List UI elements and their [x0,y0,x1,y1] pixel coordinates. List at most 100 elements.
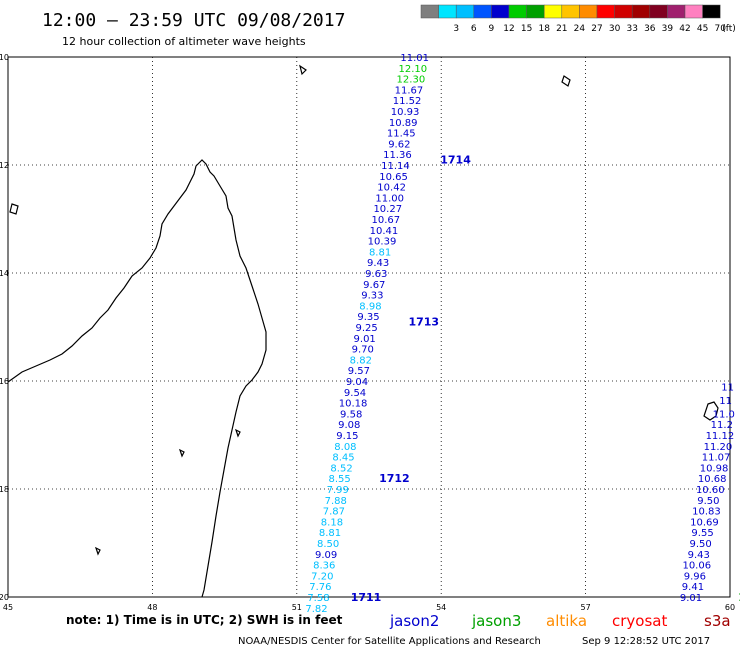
legend-altika: altika [546,612,587,630]
wave-height-label: 7.20 [311,571,333,582]
legend-cryosat: cryosat [612,612,667,630]
color-scale-tick-label: 24 [574,24,586,34]
color-scale-swatch [526,4,545,19]
wave-height-label: 8.55 [329,474,351,485]
wave-height-label: 11 [721,382,734,393]
color-scale-swatch [614,4,633,19]
legend-jason2: jason2 [389,612,439,630]
pass-time-label: 1711 [351,591,382,604]
latitude-label: -20 [0,593,9,602]
wave-height-label: 11.67 [395,85,424,96]
wave-height-label: 11.52 [393,96,422,107]
wave-height-label: 9.62 [388,139,410,150]
color-scale-swatch [508,4,527,19]
color-scale-swatch [438,4,457,19]
graticule [8,57,730,597]
wave-height-label: 10.06 [682,561,711,572]
wave-height-label: 9.43 [367,258,389,269]
wave-height-label: 8.50 [317,539,339,550]
map-subtitle: 12 hour collection of altimeter wave hei… [62,35,306,48]
wave-height-label: 9.25 [355,323,377,334]
wave-height-label: 10.83 [692,507,721,518]
wave-height-label: 11.2 [711,420,733,431]
wave-height-label: 10.65 [379,172,408,183]
color-scale-tick-label: 70 [714,24,726,34]
wave-height-label: 9.50 [690,539,712,550]
latitude-label: -16 [0,377,9,386]
wave-height-label: 7.82 [305,604,327,615]
color-scale-tick-label: 9 [489,24,495,34]
wave-height-label: 9.96 [684,571,706,582]
color-scale-tick-label: 30 [609,24,621,34]
legend-jason3: jason3 [471,612,521,630]
latitude-label: -14 [0,269,9,278]
color-scale-tick-label: 12 [503,24,514,34]
color-scale-swatch [631,4,651,19]
longitude-label: 48 [147,603,157,612]
longitude-label: 45 [3,603,13,612]
wave-height-label: 11.07 [702,453,731,464]
wave-height-label: 9.01 [354,334,376,345]
wave-height-label: 9.55 [691,528,713,539]
color-scale-tick-label: 45 [697,24,708,34]
wave-height-label: 10.60 [696,485,725,496]
wave-height-label: 11.45 [387,129,416,140]
wave-height-label: 11.36 [383,150,412,161]
wave-height-label: 8.82 [350,355,372,366]
pass-time-label: 1712 [379,472,410,485]
wave-height-label: 9.67 [363,280,385,291]
color-scale-swatch [455,4,475,19]
wave-height-label: 8.45 [332,453,354,464]
wave-height-label: 11.00 [375,193,404,204]
wave-height-label: 12.30 [397,75,426,86]
wave-height-label: 9.09 [315,550,337,561]
longitude-label: 60 [725,603,735,612]
wave-height-label: 11.01 [400,53,429,64]
wave-height-label: 8.52 [330,463,352,474]
wave-height-label: 9.58 [340,409,362,420]
island-small-4 [94,546,101,556]
color-scale-swatch [561,4,580,19]
color-scale-tick-label: 39 [662,24,674,34]
color-scale-tick-label: 15 [521,24,532,34]
wave-height-label: 7.88 [325,496,347,507]
wave-height-label: 11.12 [706,431,735,442]
pass-time-label: 1713 [408,316,439,329]
wave-height-label: 8.81 [369,247,391,258]
legend-s3a: s3a [704,612,731,630]
color-scale-swatch [473,4,492,19]
pass-time-label: 1652 [738,591,740,604]
pass-time-label: 1714 [440,154,471,167]
color-scale-swatch [491,4,510,19]
wave-height-label: 9.54 [344,388,366,399]
color-scale-tick-label: 18 [538,24,550,34]
color-scale-tick-label: 27 [591,24,602,34]
map-frame [7,56,731,598]
wave-height-label: 12.10 [398,64,427,75]
latitude-label: -12 [0,161,9,170]
altimeter-tracks: 11.0112.1012.3011.6711.5210.9310.8911.45… [305,53,740,615]
color-scale-tick-label: 33 [626,24,637,34]
longitude-label: 57 [581,603,591,612]
wave-height-label: 9.43 [688,550,710,561]
color-scale-legend: 3 6 9 12 15 18 21 24 27 30 33 36 39 42 45 70(ft) [420,4,736,34]
island-tromelin [299,64,307,76]
wave-height-label: 7.58 [307,593,329,604]
wave-height-label: 9.33 [361,291,383,302]
color-scale-tick-label: 21 [556,24,567,34]
wave-height-label: 9.63 [365,269,387,280]
wave-height-label: 10.39 [368,237,397,248]
wave-height-label: 8.81 [319,528,341,539]
wave-height-label: 11 [719,396,732,407]
island-small-1 [9,203,19,215]
wave-height-label: 10.69 [690,517,719,528]
wave-height-label: 10.89 [389,118,418,129]
wave-height-label: 11.0 [713,409,735,420]
wave-height-label: 10.41 [370,226,399,237]
wave-height-label: 11.14 [381,161,410,172]
color-scale-swatch [684,4,703,19]
color-scale-swatch [596,4,615,19]
wave-height-label: 10.27 [373,204,402,215]
